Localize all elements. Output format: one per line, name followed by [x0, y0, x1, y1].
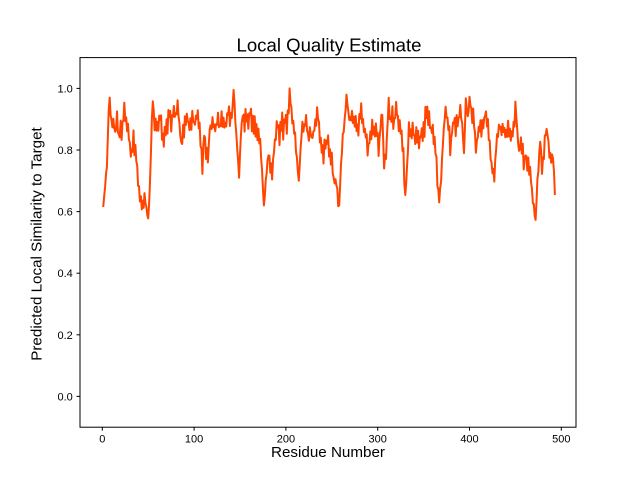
svg-text:1.0: 1.0	[58, 83, 73, 95]
svg-text:400: 400	[460, 433, 478, 445]
svg-text:200: 200	[277, 433, 295, 445]
svg-text:Residue Number: Residue Number	[271, 444, 385, 461]
svg-text:0.8: 0.8	[58, 145, 73, 157]
svg-text:100: 100	[185, 433, 203, 445]
svg-text:0.2: 0.2	[58, 330, 73, 342]
svg-text:300: 300	[369, 433, 387, 445]
svg-text:0.4: 0.4	[58, 268, 73, 280]
svg-text:Predicted Local Similarity to: Predicted Local Similarity to Target	[29, 126, 46, 360]
svg-text:500: 500	[552, 433, 570, 445]
svg-text:Local Quality Estimate: Local Quality Estimate	[237, 35, 422, 56]
svg-text:0.0: 0.0	[58, 391, 73, 403]
svg-text:0: 0	[99, 433, 105, 445]
svg-text:0.6: 0.6	[58, 207, 73, 219]
